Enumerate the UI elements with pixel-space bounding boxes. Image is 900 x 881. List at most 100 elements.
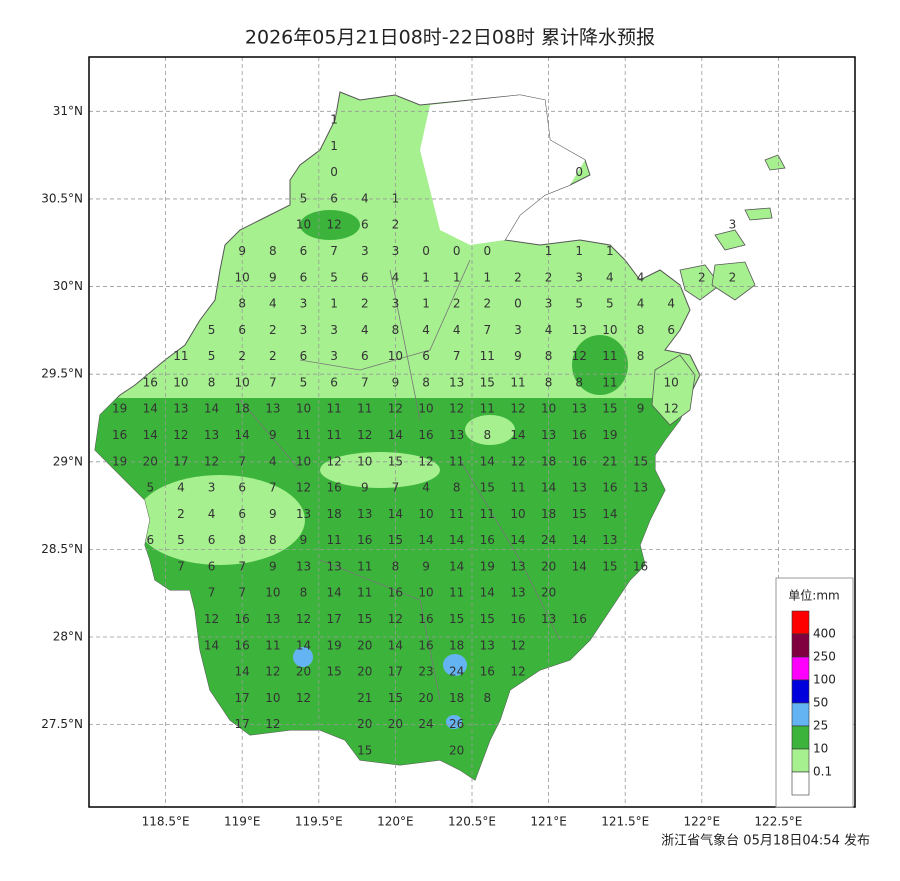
precip-value: 12 bbox=[449, 402, 464, 416]
y-tick-label: 31°N bbox=[53, 104, 83, 118]
precip-value: 7 bbox=[269, 481, 277, 495]
precip-value: 3 bbox=[330, 349, 338, 363]
precip-value: 10 bbox=[388, 349, 403, 363]
precip-value: 12 bbox=[296, 481, 311, 495]
precip-value: 5 bbox=[208, 323, 216, 337]
precip-value: 13 bbox=[326, 559, 341, 573]
precip-value: 17 bbox=[388, 665, 403, 679]
precip-value: 13 bbox=[602, 533, 617, 547]
precip-value: 10 bbox=[664, 375, 679, 389]
precip-value: 18 bbox=[326, 507, 341, 521]
precip-value: 13 bbox=[265, 612, 280, 626]
precip-value: 16 bbox=[326, 481, 341, 495]
y-tick-label: 30.5°N bbox=[41, 191, 83, 205]
precip-value: 10 bbox=[510, 507, 525, 521]
precip-value: 14 bbox=[143, 428, 158, 442]
precip-value: 8 bbox=[269, 533, 277, 547]
precip-value: 8 bbox=[300, 586, 308, 600]
precip-value: 6 bbox=[208, 533, 216, 547]
precip-value: 2 bbox=[453, 297, 461, 311]
precip-value: 2 bbox=[729, 270, 737, 284]
precip-value: 20 bbox=[388, 717, 403, 731]
precip-value: 14 bbox=[510, 428, 525, 442]
precip-value: 11 bbox=[326, 533, 341, 547]
precip-value: 6 bbox=[361, 218, 369, 232]
precip-value: 14 bbox=[326, 586, 341, 600]
precip-value: 20 bbox=[143, 454, 158, 468]
x-tick-label: 121°E bbox=[530, 815, 567, 829]
precip-value: 15 bbox=[602, 402, 617, 416]
precip-value: 9 bbox=[422, 559, 430, 573]
precip-value: 10 bbox=[541, 402, 556, 416]
precip-value: 6 bbox=[330, 191, 338, 205]
precip-value: 18 bbox=[541, 507, 556, 521]
precip-value: 6 bbox=[238, 323, 246, 337]
title: 2026年05月21日08时-22日08时 累计降水预报 bbox=[245, 27, 655, 49]
precip-value: 15 bbox=[572, 507, 587, 521]
precip-value: 16 bbox=[235, 612, 250, 626]
x-tick-label: 122.5°E bbox=[754, 815, 802, 829]
precip-value: 16 bbox=[418, 612, 433, 626]
precip-value: 24 bbox=[541, 533, 556, 547]
precip-value: 4 bbox=[637, 270, 645, 284]
precip-value: 9 bbox=[238, 244, 246, 258]
precip-value: 11 bbox=[480, 349, 495, 363]
legend-swatch bbox=[791, 702, 810, 727]
precip-value: 6 bbox=[238, 481, 246, 495]
precip-value: 26 bbox=[449, 717, 464, 731]
precip-value: 19 bbox=[326, 638, 341, 652]
precip-value: 8 bbox=[575, 375, 583, 389]
precip-value: 17 bbox=[235, 691, 250, 705]
precip-value: 5 bbox=[606, 297, 614, 311]
precip-value: 4 bbox=[177, 481, 185, 495]
precip-value: 1 bbox=[330, 139, 338, 153]
precip-value: 8 bbox=[483, 691, 491, 705]
precip-value: 20 bbox=[357, 638, 372, 652]
precip-value: 7 bbox=[330, 244, 338, 258]
precip-value: 11 bbox=[449, 507, 464, 521]
precip-value: 4 bbox=[208, 507, 216, 521]
precip-value: 7 bbox=[453, 349, 461, 363]
precip-value: 15 bbox=[388, 691, 403, 705]
x-tick-label: 120.5°E bbox=[448, 815, 496, 829]
precip-value: 14 bbox=[418, 533, 433, 547]
precip-value: 4 bbox=[453, 323, 461, 337]
precip-value: 16 bbox=[572, 454, 587, 468]
precip-value: 14 bbox=[510, 533, 525, 547]
precip-value: 6 bbox=[330, 375, 338, 389]
precip-value: 2 bbox=[238, 349, 246, 363]
footer: 浙江省气象台 05月18日04:54 发布 bbox=[661, 833, 870, 849]
precip-value: 16 bbox=[480, 533, 495, 547]
precip-value: 0 bbox=[422, 244, 430, 258]
precip-value: 9 bbox=[361, 481, 369, 495]
precip-value: 14 bbox=[480, 454, 495, 468]
precip-value: 15 bbox=[602, 559, 617, 573]
precip-value: 16 bbox=[418, 428, 433, 442]
precip-value: 14 bbox=[296, 638, 311, 652]
legend-label: 25 bbox=[813, 719, 828, 733]
precip-value: 13 bbox=[510, 586, 525, 600]
legend-label: 250 bbox=[813, 650, 836, 664]
precip-value: 5 bbox=[300, 191, 308, 205]
precip-value: 16 bbox=[388, 586, 403, 600]
precip-value: 11 bbox=[480, 402, 495, 416]
precip-value: 21 bbox=[602, 454, 617, 468]
precip-value: 6 bbox=[300, 349, 308, 363]
legend-swatch bbox=[791, 656, 810, 681]
legend-label: 50 bbox=[813, 696, 828, 710]
precip-value: 3 bbox=[300, 297, 308, 311]
precip-value: 10 bbox=[296, 454, 311, 468]
precip-value: 18 bbox=[235, 402, 250, 416]
precip-value: 9 bbox=[269, 270, 277, 284]
precip-value: 14 bbox=[449, 559, 464, 573]
precip-value: 2 bbox=[269, 349, 277, 363]
precip-value: 2 bbox=[514, 270, 522, 284]
precip-value: 5 bbox=[330, 270, 338, 284]
precip-value: 15 bbox=[326, 665, 341, 679]
legend-swatch bbox=[791, 633, 810, 658]
precip-value: 10 bbox=[296, 402, 311, 416]
precip-value: 5 bbox=[300, 375, 308, 389]
precip-value: 8 bbox=[238, 297, 246, 311]
precip-value: 9 bbox=[269, 507, 277, 521]
precip-value: 14 bbox=[480, 586, 495, 600]
